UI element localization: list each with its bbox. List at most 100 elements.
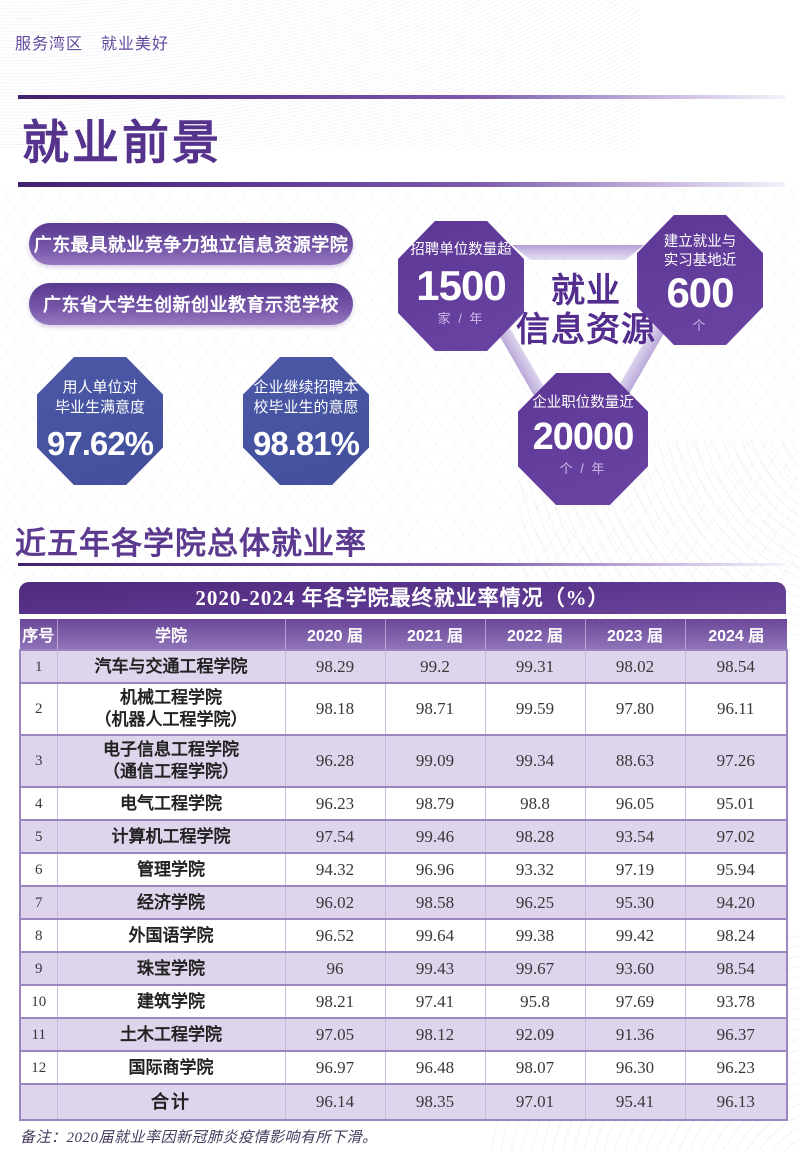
cell-college-name: 土木工程学院 [56,1017,285,1051]
cell-college-name: 建筑学院 [56,984,285,1018]
table-row: 12 国际商学院 96.97 96.48 98.07 96.30 96.23 [19,1050,788,1084]
stat-value: 1500 [416,262,506,309]
column-header-2020: 2020 届 [284,619,385,650]
cell-row-number [19,1083,57,1121]
cell-row-number: 9 [19,951,57,985]
tagline-left: 服务湾区 [15,36,84,53]
employment-rate-table: 2020-2024 年各学院最终就业率情况（%） 序号 学院 2020 届 20… [19,582,788,1121]
stat-label: 企业继续招聘本 校毕业生的意愿 [253,379,359,416]
cell-rate-2021: 98.58 [384,885,485,919]
cell-rate-2023: 95.30 [584,885,685,919]
column-header-2024: 2024 届 [684,619,787,650]
cell-rate-2021: 98.79 [384,786,485,820]
cell-rate-2020: 97.54 [284,819,385,853]
cell-college-name: 机械工程学院 （机器人工程学院） [56,682,285,735]
cell-rate-2024: 96.23 [684,1050,788,1084]
cell-rate-2022: 95.8 [484,984,585,1018]
column-header-2023: 2023 届 [584,619,685,650]
column-header-2021: 2021 届 [384,619,485,650]
cell-rate-2024: 97.26 [684,734,788,787]
cell-rate-2022: 96.25 [484,885,585,919]
cell-row-number: 7 [19,885,57,919]
cell-rate-2022: 98.28 [484,819,585,853]
cell-rate-2021: 98.12 [384,1017,485,1051]
cell-rate-2024: 98.24 [684,918,788,952]
table-row: 1 汽车与交通工程学院 98.29 99.2 99.31 98.02 98.54 [19,649,788,683]
title-rule-bottom [18,182,785,187]
stat-unit: 个 [692,318,708,334]
cell-college-name: 计算机工程学院 [56,819,285,853]
cell-rate-2021: 99.64 [384,918,485,952]
table-row: 6 管理学院 94.32 96.96 93.32 97.19 95.94 [19,852,788,886]
cell-rate-2023: 96.05 [584,786,685,820]
honor-badge-competitiveness: 广东最具就业竞争力独立信息资源学院 [29,223,353,265]
cell-row-number: 10 [19,984,57,1018]
table-row: 2 机械工程学院 （机器人工程学院） 98.18 98.71 99.59 97.8… [19,682,788,735]
cell-rate-2020: 96.14 [284,1083,385,1121]
cell-college-name: 电子信息工程学院 （通信工程学院） [56,734,285,787]
cell-college-name: 外国语学院 [56,918,285,952]
stat-octagon-rehire-willingness: 企业继续招聘本 校毕业生的意愿 98.81% [243,357,369,485]
table-title: 2020-2024 年各学院最终就业率情况（%） [19,582,786,614]
cell-rate-2024: 95.94 [684,852,788,886]
cell-row-number: 8 [19,918,57,952]
column-header-no: 序号 [20,619,57,650]
cell-rate-2022: 97.01 [484,1083,585,1121]
cell-rate-2024: 96.37 [684,1017,788,1051]
cell-rate-2021: 96.96 [384,852,485,886]
cell-rate-2020: 98.29 [284,649,385,683]
stat-label: 企业职位数量近 [532,395,634,411]
cell-rate-2020: 98.18 [284,682,385,735]
cell-rate-2024: 98.54 [684,649,788,683]
cell-rate-2020: 96.97 [284,1050,385,1084]
stat-octagon-job-positions: 企业职位数量近 20000 个 / 年 [518,373,648,505]
stat-value: 97.62% [47,425,154,462]
cell-rate-2020: 96.02 [284,885,385,919]
cell-rate-2024: 97.02 [684,819,788,853]
cell-rate-2022: 99.31 [484,649,585,683]
cell-rate-2023: 97.80 [584,682,685,735]
table-row: 7 经济学院 96.02 98.58 96.25 95.30 94.20 [19,885,788,919]
cell-rate-2020: 96.28 [284,734,385,787]
cell-college-name: 电气工程学院 [56,786,285,820]
cell-rate-2021: 96.48 [384,1050,485,1084]
cell-rate-2020: 96.23 [284,786,385,820]
cell-rate-2022: 99.34 [484,734,585,787]
honor-badge-innovation: 广东省大学生创新创业教育示范学校 [29,283,353,325]
column-header-college: 学院 [56,619,285,650]
cell-rate-2021: 97.41 [384,984,485,1018]
cell-rate-2020: 98.21 [284,984,385,1018]
cell-rate-2022: 99.38 [484,918,585,952]
cell-rate-2021: 99.2 [384,649,485,683]
cell-rate-2021: 99.46 [384,819,485,853]
table-row: 9 珠宝学院 96 99.43 99.67 93.60 98.54 [19,951,788,985]
cell-rate-2021: 98.71 [384,682,485,735]
cell-rate-2021: 99.43 [384,951,485,985]
cell-rate-2024: 94.20 [684,885,788,919]
cluster-title: 就业 信息资源 [516,273,656,349]
cell-rate-2022: 98.8 [484,786,585,820]
stat-octagon-recruiting-units: 招聘单位数量超 1500 家 / 年 [398,221,524,351]
cell-rate-2022: 93.32 [484,852,585,886]
table-row: 11 土木工程学院 97.05 98.12 92.09 91.36 96.37 [19,1017,788,1051]
cell-row-number: 11 [19,1017,57,1051]
cell-rate-2023: 93.60 [584,951,685,985]
cell-rate-2023: 97.19 [584,852,685,886]
tagline-right: 就业美好 [101,36,170,53]
cell-row-number: 5 [19,819,57,853]
cell-rate-2020: 96.52 [284,918,385,952]
stat-label: 用人单位对 毕业生满意度 [54,379,145,416]
cell-college-name: 珠宝学院 [56,951,285,985]
section-title: 近五年各学院总体就业率 [15,526,367,561]
cell-rate-2022: 99.59 [484,682,585,735]
table-header-row: 序号 学院 2020 届 2021 届 2022 届 2023 届 2024 届 [20,619,787,650]
cell-rate-2024: 98.54 [684,951,788,985]
table-row: 合计 96.14 98.35 97.01 95.41 96.13 [19,1083,788,1121]
stat-octagon-practice-bases: 建立就业与 实习基地近 600 个 [637,215,763,345]
cell-rate-2021: 98.35 [384,1083,485,1121]
cell-rate-2022: 98.07 [484,1050,585,1084]
cell-rate-2024: 96.13 [684,1083,788,1121]
cell-rate-2024: 93.78 [684,984,788,1018]
stat-unit: 个 / 年 [559,460,607,476]
